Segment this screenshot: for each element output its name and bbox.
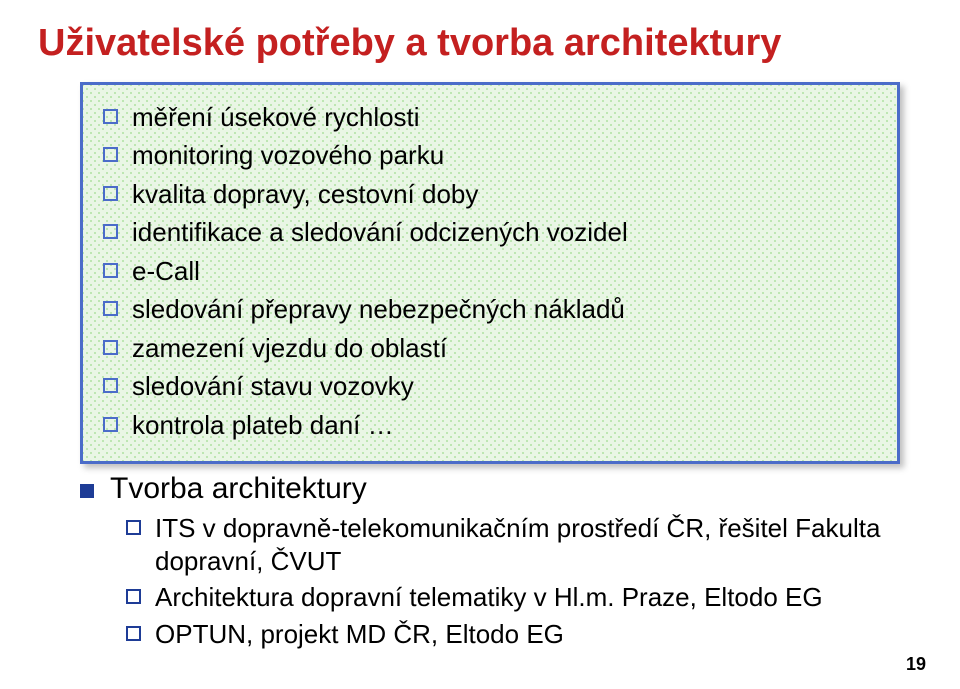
- box-item: identifikace a sledování odcizených vozi…: [103, 216, 877, 249]
- section-item-text: Architektura dopravní telematiky v Hl.m.…: [155, 581, 823, 614]
- slide: Uživatelské potřeby a tvorba architektur…: [0, 0, 960, 689]
- bullet-hollow-square-icon: [103, 301, 118, 316]
- bullet-hollow-square-icon: [103, 109, 118, 124]
- box-item-text: identifikace a sledování odcizených vozi…: [132, 216, 628, 249]
- box-item-text: sledování stavu vozovky: [132, 370, 414, 403]
- box-item: sledování přepravy nebezpečných nákladů: [103, 293, 877, 326]
- lower-section: Tvorba architektury ITS v dopravně-telek…: [80, 472, 922, 650]
- bullet-hollow-square-icon: [103, 378, 118, 393]
- box-item-text: e-Call: [132, 255, 200, 288]
- box-item-text: monitoring vozového parku: [132, 139, 444, 172]
- box-item-text: sledování přepravy nebezpečných nákladů: [132, 293, 625, 326]
- box-item: kvalita dopravy, cestovní doby: [103, 178, 877, 211]
- box-item-text: zamezení vjezdu do oblastí: [132, 332, 447, 365]
- box-item: monitoring vozového parku: [103, 139, 877, 172]
- bullet-hollow-square-icon: [126, 589, 141, 604]
- box-item: zamezení vjezdu do oblastí: [103, 332, 877, 365]
- section-item: ITS v dopravně-telekomunikačním prostřed…: [126, 512, 922, 577]
- slide-title: Uživatelské potřeby a tvorba architektur…: [38, 22, 922, 66]
- box-item: e-Call: [103, 255, 877, 288]
- box-item-text: kvalita dopravy, cestovní doby: [132, 178, 478, 211]
- box-item: sledování stavu vozovky: [103, 370, 877, 403]
- box-item-text: měření úsekové rychlosti: [132, 101, 420, 134]
- box-item: kontrola plateb daní …: [103, 409, 877, 442]
- bullet-hollow-square-icon: [103, 340, 118, 355]
- highlight-box: měření úsekové rychlosti monitoring vozo…: [80, 82, 900, 465]
- bullet-hollow-square-icon: [126, 626, 141, 641]
- bullet-hollow-square-icon: [103, 147, 118, 162]
- section-heading: Tvorba architektury: [110, 472, 367, 506]
- box-item: měření úsekové rychlosti: [103, 101, 877, 134]
- bullet-hollow-square-icon: [103, 417, 118, 432]
- section-item-text: ITS v dopravně-telekomunikačním prostřed…: [155, 512, 922, 577]
- bullet-hollow-square-icon: [103, 263, 118, 278]
- section-item: OPTUN, projekt MD ČR, Eltodo EG: [126, 618, 922, 651]
- bullet-hollow-square-icon: [126, 520, 141, 535]
- bullet-hollow-square-icon: [103, 186, 118, 201]
- box-item-text: kontrola plateb daní …: [132, 409, 394, 442]
- bullet-filled-square-icon: [80, 484, 94, 498]
- section-item-text: OPTUN, projekt MD ČR, Eltodo EG: [155, 618, 564, 651]
- section-item: Architektura dopravní telematiky v Hl.m.…: [126, 581, 922, 614]
- bullet-hollow-square-icon: [103, 224, 118, 239]
- section-heading-row: Tvorba architektury: [80, 472, 922, 506]
- section-items: ITS v dopravně-telekomunikačním prostřed…: [126, 512, 922, 650]
- page-number: 19: [906, 654, 926, 675]
